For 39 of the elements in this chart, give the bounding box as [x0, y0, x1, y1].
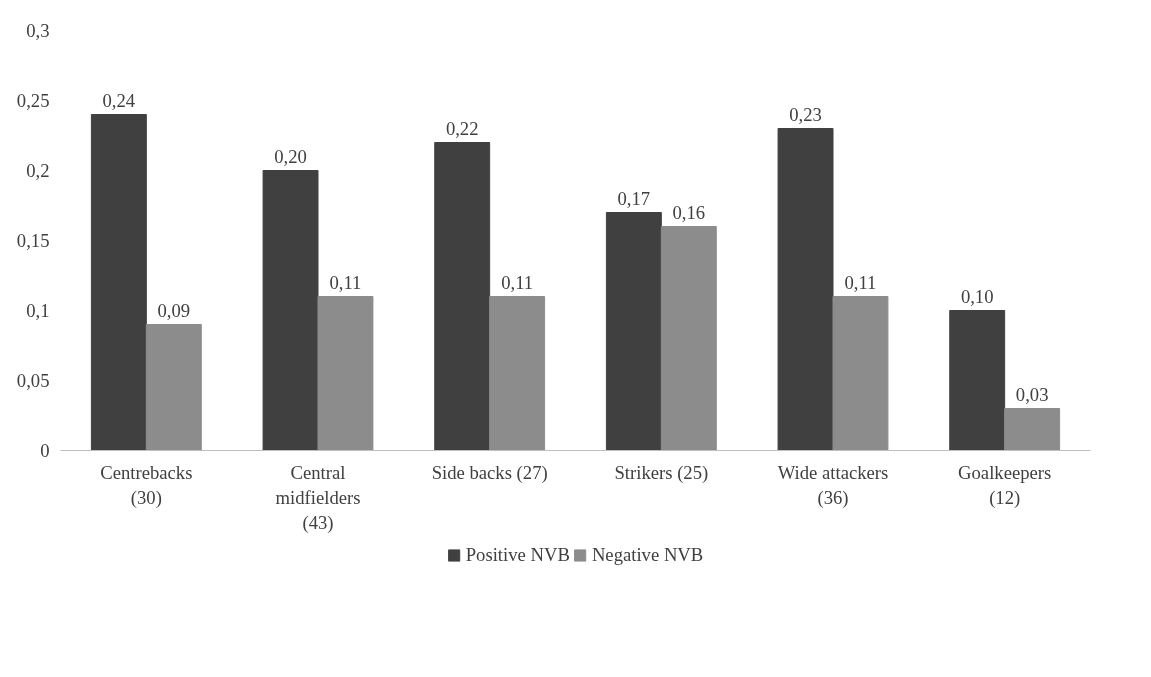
bar [489, 296, 546, 451]
bar [145, 324, 202, 451]
y-tick-label: 0,1 [26, 300, 50, 321]
bar [660, 226, 717, 451]
x-tick-label: Side backs (27) [431, 461, 548, 484]
x-tick-label: Wide attackers (36) [777, 461, 889, 509]
data-label: 0,11 [329, 271, 362, 293]
bar [832, 296, 889, 451]
bar [949, 310, 1006, 451]
x-tick-label: Central midfielders (43) [275, 461, 361, 534]
bar [777, 128, 834, 451]
data-label: 0,11 [501, 271, 534, 293]
data-label: 0,11 [844, 271, 877, 293]
y-tick-label: 0 [40, 440, 50, 461]
y-tick-label: 0,05 [16, 370, 50, 391]
data-label: 0,10 [960, 285, 994, 307]
data-label: 0,09 [157, 299, 191, 321]
legend-label: Negative NVB [591, 544, 704, 566]
bar [605, 212, 662, 451]
y-tick-label: 0,15 [16, 230, 50, 251]
data-label: 0,23 [789, 103, 822, 125]
y-tick-label: 0,25 [16, 90, 50, 111]
legend-label: Positive NVB [465, 544, 570, 566]
bar [262, 170, 319, 451]
bar [1004, 408, 1061, 451]
bar [317, 296, 374, 451]
x-tick-label: Strikers (25) [614, 461, 709, 484]
data-label: 0,17 [617, 187, 651, 209]
x-tick-label: Centrebacks (30) [100, 461, 193, 509]
bar [90, 114, 147, 451]
x-tick-label: Goalkeepers (12) [958, 461, 1052, 509]
data-label: 0,20 [274, 145, 307, 167]
data-label: 0,22 [445, 117, 479, 139]
bar [434, 142, 491, 451]
data-label: 0,03 [1015, 383, 1049, 405]
y-tick-label: 0,3 [26, 20, 50, 41]
data-label: 0,24 [102, 89, 136, 111]
data-label: 0,16 [672, 201, 706, 223]
y-tick-label: 0,2 [26, 160, 50, 181]
